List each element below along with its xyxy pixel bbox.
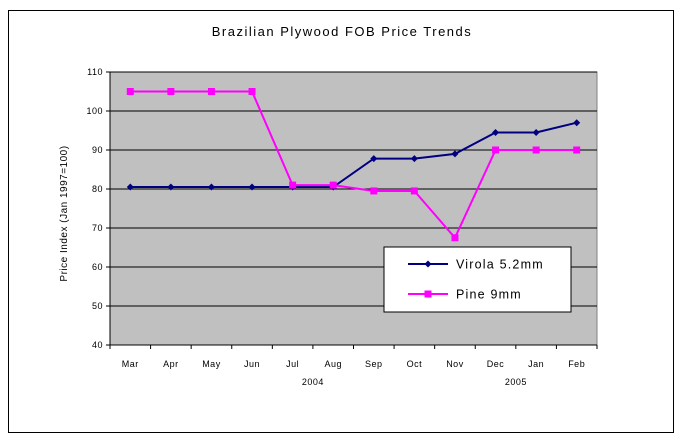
series-line bbox=[130, 121, 577, 189]
data-point-diamond bbox=[532, 128, 540, 136]
data-point-square bbox=[289, 181, 297, 189]
x-tick-label: Dec bbox=[487, 359, 505, 369]
x-tick-label: Aug bbox=[324, 359, 342, 369]
legend: Virola 5.2mm Pine 9mm bbox=[383, 246, 572, 313]
x-tick-label: Mar bbox=[122, 359, 139, 369]
x-tick-label: May bbox=[202, 359, 221, 369]
data-point-diamond bbox=[410, 155, 418, 163]
series-group bbox=[126, 88, 581, 242]
y-tick-label: 40 bbox=[92, 340, 103, 350]
data-point-square bbox=[167, 88, 175, 95]
y-axis-label: Price Index (Jan 1997=100) bbox=[59, 145, 70, 281]
y-tick-label: 50 bbox=[92, 301, 103, 311]
data-point-square bbox=[532, 146, 540, 154]
legend-marker bbox=[424, 260, 432, 268]
legend-marker bbox=[424, 290, 432, 298]
data-point-diamond bbox=[126, 183, 134, 191]
data-point-square bbox=[329, 181, 337, 189]
data-point-diamond bbox=[248, 183, 256, 191]
year-labels: 2004 2005 bbox=[302, 377, 527, 387]
data-point-diamond bbox=[451, 150, 459, 158]
x-tick-label: Feb bbox=[568, 359, 585, 369]
x-tick-labels: Mar Apr May Jun Jul Aug Sep Oct Nov Dec Jan Feb bbox=[122, 359, 585, 369]
x-tick-label: Sep bbox=[365, 359, 383, 369]
data-point-square bbox=[492, 146, 500, 154]
y-tick-label: 80 bbox=[92, 184, 103, 194]
y-tick-label: 100 bbox=[86, 106, 103, 116]
data-point-diamond bbox=[492, 128, 500, 136]
x-tick-label: Jan bbox=[528, 359, 544, 369]
x-tick-label: Jun bbox=[244, 359, 260, 369]
data-point-square bbox=[248, 88, 256, 95]
x-tick-label: Nov bbox=[446, 359, 464, 369]
x-tick-label: Oct bbox=[407, 359, 423, 369]
y-tick-label: 110 bbox=[87, 67, 103, 77]
data-point-square bbox=[410, 187, 418, 195]
chart-title: Brazilian Plywood FOB Price Trends bbox=[212, 24, 473, 39]
legend-box bbox=[383, 246, 572, 313]
y-tick-label: 60 bbox=[92, 262, 103, 272]
y-tick-label: 90 bbox=[92, 145, 103, 155]
y-tick-label: 70 bbox=[92, 223, 103, 233]
x-tick-label: Apr bbox=[163, 359, 179, 369]
data-point-square bbox=[573, 146, 581, 154]
axes bbox=[106, 71, 598, 349]
data-point-diamond bbox=[207, 183, 215, 191]
data-point-square bbox=[207, 88, 215, 95]
series-pine-9mm bbox=[126, 88, 581, 242]
year-label: 2004 bbox=[302, 377, 324, 387]
x-tick-label: Jul bbox=[286, 359, 299, 369]
data-point-diamond bbox=[370, 155, 378, 163]
data-point-square bbox=[370, 187, 378, 195]
legend-label: Pine 9mm bbox=[456, 288, 522, 302]
year-label: 2005 bbox=[505, 377, 527, 387]
legend-label: Virola 5.2mm bbox=[456, 258, 544, 272]
y-tick-labels: 40 50 60 70 80 90 100 110 bbox=[86, 67, 103, 350]
data-point-diamond bbox=[167, 183, 175, 191]
data-point-square bbox=[126, 88, 134, 95]
data-point-square bbox=[451, 234, 459, 242]
data-point-diamond bbox=[573, 119, 581, 127]
series-line bbox=[130, 90, 577, 240]
